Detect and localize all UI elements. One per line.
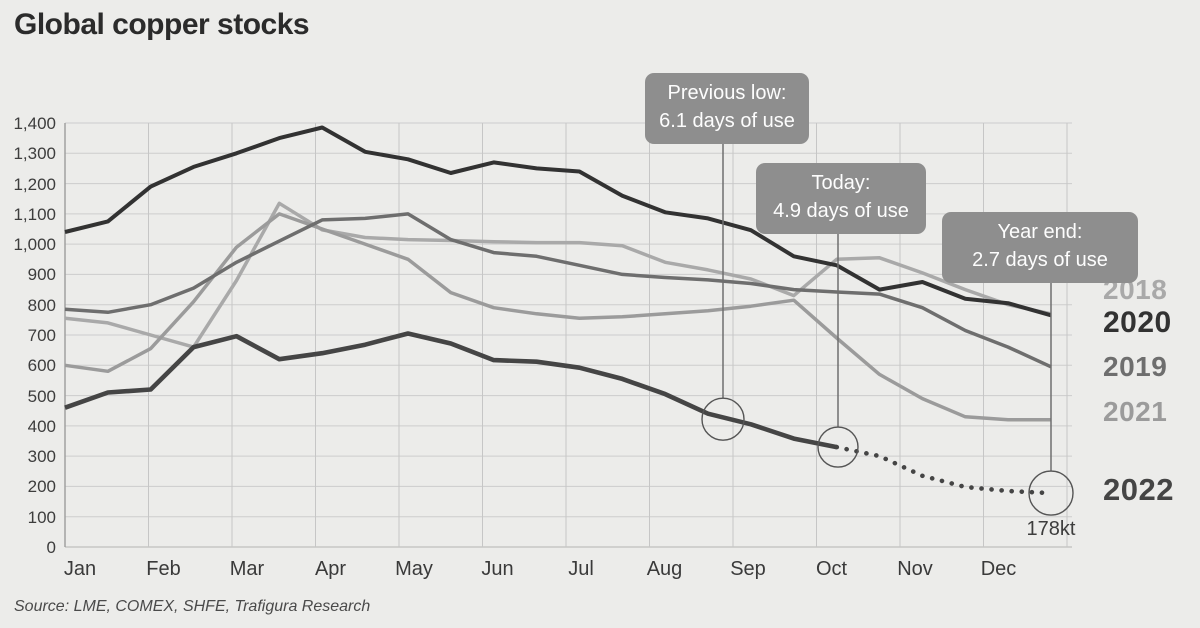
y-tick-label: 900	[27, 265, 56, 285]
x-tick-label-dec: Dec	[980, 558, 1017, 580]
annotation-marker-circle	[701, 397, 745, 441]
y-tick-label: 0	[46, 538, 56, 557]
x-tick-label-aug: Aug	[646, 558, 683, 580]
y-tick-label: 1,300	[13, 144, 56, 164]
y-tick-label: 1,100	[13, 204, 56, 224]
callout-label: Previous low:	[667, 82, 787, 104]
y-tick-label: 200	[27, 477, 56, 497]
y-tick-label: 1,000	[13, 235, 56, 255]
x-tick-label-oct: Oct	[815, 558, 848, 580]
y-tick-label: 600	[27, 356, 56, 376]
y-tick-label: 100	[27, 507, 56, 527]
callout-value: 6.1 days of use	[659, 109, 795, 132]
source-credit: Source: LME, COMEX, SHFE, Trafigura Rese…	[14, 598, 371, 615]
end-value-label: 178kt	[1026, 518, 1076, 540]
year-label-2022: 2022	[1103, 472, 1174, 507]
y-tick-label: 700	[27, 326, 56, 345]
y-tick-label: 500	[27, 386, 56, 406]
series-line-2021	[64, 212, 1051, 422]
x-tick-label-sep: Sep	[730, 558, 766, 580]
annotation-marker-circle	[817, 426, 859, 468]
x-tick-label-nov: Nov	[897, 558, 933, 580]
x-tick-label-jun: Jun	[481, 558, 514, 580]
callout-previouslow: Previous low: 6.1 days of use	[645, 73, 809, 145]
y-tick-label: 300	[27, 447, 56, 467]
y-tick-label: 400	[27, 416, 56, 436]
x-tick-label-feb: Feb	[146, 558, 181, 580]
y-tick-label: 800	[27, 295, 56, 315]
year-label-2019: 2019	[1103, 351, 1168, 382]
x-tick-label-mar: Mar	[229, 558, 265, 580]
x-tick-label-apr: Apr	[314, 558, 347, 580]
year-label-2020: 2020	[1103, 306, 1172, 339]
y-tick-label: 1,200	[13, 174, 56, 194]
y-tick-label: 1,400	[13, 114, 56, 133]
callout-label: Year end:	[997, 221, 1083, 243]
x-tick-label-jan: Jan	[63, 558, 97, 580]
series-line-2020	[64, 125, 1052, 318]
series-line-2022-projected-dotted	[834, 444, 1054, 496]
x-tick-label-jul: Jul	[568, 558, 594, 580]
callout-value: 4.9 days of use	[773, 199, 909, 222]
year-label-2021: 2021	[1103, 396, 1168, 427]
callout-label: Today:	[811, 172, 871, 194]
callout-yearend: Year end: 2.7 days of use	[942, 212, 1138, 284]
callout-today: Today: 4.9 days of use	[756, 163, 926, 235]
annotation-marker-circle	[1028, 470, 1074, 516]
series-line-2019	[64, 212, 1052, 369]
x-tick-label-may: May	[395, 558, 433, 580]
page-title: Global copper stocks	[14, 8, 310, 41]
series-line-2022-solid	[64, 331, 838, 450]
series-line-2018	[64, 201, 1052, 349]
callout-value: 2.7 days of use	[972, 248, 1108, 271]
